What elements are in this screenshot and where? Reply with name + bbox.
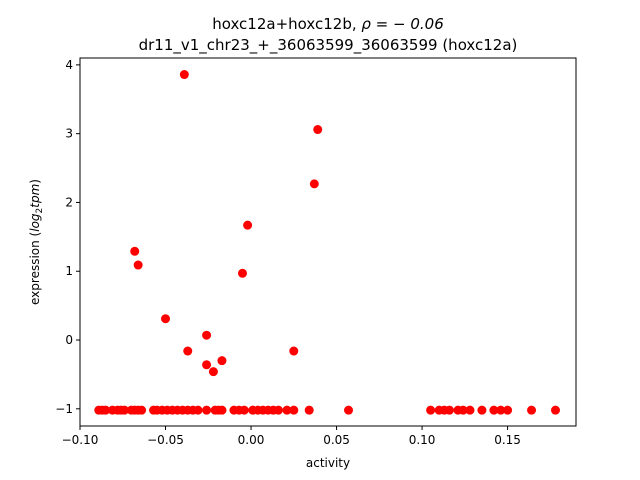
y-tick-label-5: 4 — [65, 58, 73, 72]
data-point-16 — [101, 405, 111, 415]
y-tick-label-3: 2 — [65, 195, 73, 209]
x-tick-label-2: 0.00 — [238, 433, 265, 447]
data-point-9 — [183, 346, 193, 356]
data-point-5 — [133, 260, 143, 270]
x-tick-label-3: 0.05 — [323, 433, 350, 447]
data-point-2 — [309, 179, 319, 189]
data-point-50 — [304, 405, 314, 415]
data-point-62 — [503, 405, 513, 415]
x-tick-label-4: 0.10 — [409, 433, 436, 447]
x-tick-label-1: −0.05 — [147, 433, 184, 447]
x-axis-ticks: −0.10 −0.05 0.00 0.05 0.10 0.15 — [62, 426, 521, 447]
data-point-12 — [202, 360, 212, 370]
x-axis-label: activity — [306, 456, 350, 470]
data-point-38 — [217, 405, 227, 415]
plot-frame — [79, 57, 577, 427]
data-point-41 — [239, 405, 249, 415]
data-point-0 — [179, 70, 189, 80]
data-point-3 — [243, 220, 253, 230]
y-axis-label: expression (log2tpm) — [28, 179, 45, 305]
data-point-57 — [458, 405, 468, 415]
data-point-1 — [313, 125, 323, 135]
data-point-35 — [202, 405, 212, 415]
y-axis-ticks: −1 0 1 2 3 4 — [55, 58, 80, 416]
data-point-49 — [289, 405, 299, 415]
data-point-55 — [444, 405, 454, 415]
data-point-47 — [273, 405, 283, 415]
data-point-34 — [193, 405, 203, 415]
data-point-20 — [119, 405, 129, 415]
data-point-4 — [130, 246, 140, 256]
chart-title-line1: hoxc12a+hoxc12b, ρ = − 0.06 — [212, 15, 444, 33]
data-point-60 — [489, 405, 499, 415]
data-point-7 — [161, 314, 171, 324]
data-point-61 — [496, 405, 506, 415]
y-tick-label-1: 0 — [65, 333, 73, 347]
data-point-48 — [282, 405, 292, 415]
y-tick-label-4: 3 — [65, 127, 73, 141]
chart-title-line2: dr11_v1_chr23_+_36063599_36063599 (hoxc1… — [139, 36, 518, 55]
y-tick-label-2: 1 — [65, 264, 73, 278]
data-points — [94, 70, 560, 415]
x-tick-label-0: −0.10 — [62, 433, 99, 447]
data-point-6 — [237, 268, 247, 278]
data-point-24 — [137, 405, 147, 415]
data-point-59 — [477, 405, 487, 415]
data-point-52 — [426, 405, 436, 415]
data-point-11 — [217, 356, 227, 366]
y-tick-label-0: −1 — [55, 402, 73, 416]
data-point-51 — [344, 405, 354, 415]
data-point-8 — [202, 330, 212, 340]
data-point-13 — [208, 367, 218, 377]
data-point-58 — [465, 405, 475, 415]
data-point-10 — [289, 346, 299, 356]
data-point-64 — [550, 405, 560, 415]
data-point-63 — [527, 405, 537, 415]
x-tick-label-5: 0.15 — [494, 433, 521, 447]
